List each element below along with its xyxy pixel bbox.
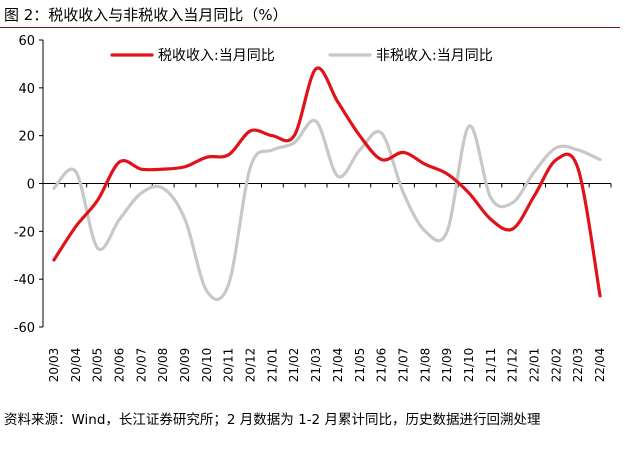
x-tick-label: 21/10 bbox=[462, 348, 476, 383]
x-tick-label: 20/12 bbox=[244, 348, 258, 383]
x-tick-label: 22/04 bbox=[593, 348, 607, 383]
x-tick-label: 20/06 bbox=[112, 348, 126, 383]
x-tick-label: 21/03 bbox=[309, 348, 323, 383]
series-line-non-tax-revenue bbox=[52, 118, 602, 301]
chart-legend: 税收收入:当月同比 非税收入:当月同比 bbox=[110, 48, 493, 64]
y-tick-label: 20 bbox=[18, 130, 35, 145]
x-tick-labels: 20/03 20/04 20/05 20/06 20/07 20/08 20/09 20/10… bbox=[47, 348, 607, 383]
y-tick-label: -60 bbox=[14, 321, 35, 336]
series-lines bbox=[52, 66, 602, 301]
x-tick-label: 20/07 bbox=[134, 348, 148, 383]
x-tick-label: 21/11 bbox=[484, 348, 498, 383]
x-tick-label: 21/08 bbox=[418, 348, 432, 383]
legend-label: 非税收入:当月同比 bbox=[376, 48, 493, 64]
title-rule bbox=[0, 27, 620, 28]
x-tick-label: 22/03 bbox=[571, 348, 585, 383]
x-tick-label: 21/01 bbox=[265, 348, 279, 383]
x-tick-label: 21/04 bbox=[331, 348, 345, 383]
y-tick-labels: 60 40 20 0 -20 -40 -60 bbox=[14, 34, 35, 336]
x-tick-label: 20/10 bbox=[200, 348, 214, 383]
y-tick-label: 40 bbox=[18, 82, 35, 97]
x-tick-label: 20/08 bbox=[156, 348, 170, 383]
y-tick-label: -20 bbox=[14, 225, 35, 240]
x-tick-label: 22/01 bbox=[528, 348, 542, 383]
series-line-tax-revenue bbox=[52, 66, 602, 298]
chart-title: 图 2：税收收入与非税收入当月同比（%） bbox=[4, 6, 288, 24]
x-tick-label: 21/06 bbox=[375, 348, 389, 383]
source-note: 资料来源：Wind，长江证券研究所；2 月数据为 1-2 月累计同比，历史数据进… bbox=[4, 412, 541, 428]
x-tick-label: 20/04 bbox=[69, 348, 83, 383]
x-tick-label: 21/02 bbox=[287, 348, 301, 383]
x-tick-label: 21/12 bbox=[506, 348, 520, 383]
y-tick-label: -40 bbox=[14, 273, 35, 288]
x-tick-label: 20/09 bbox=[178, 348, 192, 383]
y-tick-label: 0 bbox=[27, 178, 35, 193]
x-tick-label: 20/03 bbox=[47, 348, 61, 383]
x-tick-label: 20/05 bbox=[91, 348, 105, 383]
x-tick-label: 20/11 bbox=[222, 348, 236, 383]
x-tick-label: 21/09 bbox=[440, 348, 454, 383]
y-tick-label: 60 bbox=[18, 34, 35, 49]
x-tick-label: 22/02 bbox=[549, 348, 563, 383]
chart-axes bbox=[39, 39, 612, 328]
x-tick-label: 21/05 bbox=[353, 348, 367, 383]
legend-label: 税收收入:当月同比 bbox=[158, 48, 275, 64]
x-tick-label: 21/07 bbox=[396, 348, 410, 383]
